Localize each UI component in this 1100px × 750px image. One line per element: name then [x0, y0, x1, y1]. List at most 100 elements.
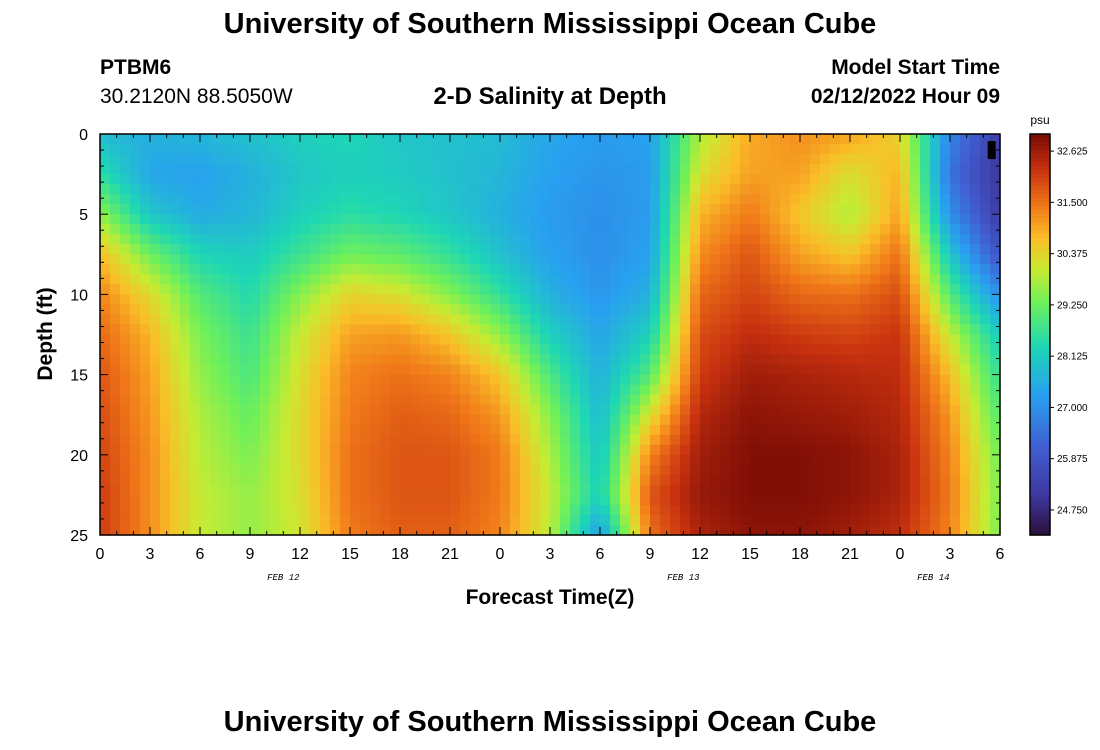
heatmap-cell	[940, 444, 951, 456]
heatmap-cell	[700, 224, 711, 235]
heatmap-cell	[870, 214, 881, 225]
heatmap-cell	[160, 234, 171, 245]
heatmap-cell	[740, 524, 751, 536]
heatmap-cell	[850, 414, 861, 426]
heatmap-cell	[980, 284, 991, 296]
heatmap-cell	[220, 144, 231, 155]
heatmap-cell	[770, 354, 781, 366]
heatmap-cell	[870, 284, 881, 296]
heatmap-cell	[520, 364, 531, 376]
heatmap-cell	[330, 494, 341, 506]
heatmap-cell	[670, 284, 681, 296]
heatmap-cell	[680, 164, 691, 175]
heatmap-cell	[450, 274, 461, 285]
heatmap-cell	[100, 284, 111, 296]
heatmap-cell	[810, 244, 821, 255]
heatmap-cell	[650, 174, 661, 185]
heatmap-cell	[630, 314, 641, 326]
heatmap-cell	[300, 204, 311, 215]
heatmap-cell	[470, 424, 481, 436]
heatmap-cell	[860, 494, 871, 506]
heatmap-cell	[710, 524, 721, 536]
heatmap-cell	[240, 354, 251, 366]
heatmap-cell	[940, 484, 951, 496]
heatmap-cell	[500, 274, 511, 285]
heatmap-cell	[980, 444, 991, 456]
heatmap-cell	[630, 284, 641, 296]
heatmap-cell	[340, 224, 351, 235]
heatmap-cell	[940, 324, 951, 336]
heatmap-cell	[840, 274, 851, 285]
heatmap-cell	[300, 504, 311, 516]
heatmap-cell	[430, 294, 441, 306]
heatmap-cell	[770, 254, 781, 265]
heatmap-cell	[680, 384, 691, 396]
heatmap-cell	[630, 144, 641, 155]
heatmap-cell	[440, 334, 451, 346]
heatmap-cell	[100, 214, 111, 225]
heatmap-cell	[390, 184, 401, 195]
heatmap-cell	[760, 174, 771, 185]
heatmap-cell	[340, 194, 351, 205]
colorbar-swatch	[1030, 374, 1050, 380]
heatmap-cell	[510, 284, 521, 296]
heatmap-cell	[880, 334, 891, 346]
colorbar-swatch	[1030, 330, 1050, 336]
heatmap-cell	[820, 274, 831, 285]
heatmap-cell	[590, 354, 601, 366]
heatmap-cell	[540, 444, 551, 456]
heatmap-cell	[630, 494, 641, 506]
heatmap-cell	[310, 224, 321, 235]
heatmap-cell	[640, 134, 651, 145]
heatmap-cell	[580, 164, 591, 175]
heatmap-cell	[190, 374, 201, 386]
heatmap-cell	[720, 184, 731, 195]
heatmap-cell	[520, 464, 531, 476]
heatmap-cell	[230, 204, 241, 215]
heatmap-cell	[730, 174, 741, 185]
heatmap-cell	[840, 184, 851, 195]
heatmap-cell	[160, 304, 171, 316]
heatmap-cell	[280, 254, 291, 265]
heatmap-cell	[120, 174, 131, 185]
heatmap-cell	[370, 344, 381, 356]
heatmap-cell	[720, 164, 731, 175]
heatmap-cell	[460, 204, 471, 215]
heatmap-cell	[450, 444, 461, 456]
heatmap-cell	[190, 344, 201, 356]
heatmap-cell	[180, 204, 191, 215]
heatmap-cell	[970, 524, 981, 536]
heatmap-cell	[530, 324, 541, 336]
colorbar-swatch	[1030, 246, 1050, 251]
heatmap-cell	[260, 414, 271, 426]
heatmap-cell	[950, 334, 961, 346]
heatmap-cell	[580, 484, 591, 496]
heatmap-cell	[360, 484, 371, 496]
heatmap-cell	[180, 184, 191, 195]
heatmap-cell	[330, 184, 341, 195]
heatmap-cell	[370, 134, 381, 145]
heatmap-cell	[710, 134, 721, 145]
heatmap-cell	[820, 324, 831, 336]
heatmap-cell	[590, 474, 601, 486]
heatmap-cell	[490, 174, 501, 185]
heatmap-cell	[300, 154, 311, 165]
heatmap-cell	[590, 524, 601, 536]
heatmap-cell	[590, 264, 601, 275]
heatmap-cell	[760, 214, 771, 225]
heatmap-cell	[960, 194, 971, 205]
heatmap-cell	[200, 474, 211, 486]
heatmap-cell	[410, 504, 421, 516]
heatmap-cell	[690, 224, 701, 235]
heatmap-cell	[430, 244, 441, 255]
heatmap-cell	[790, 434, 801, 446]
heatmap-cell	[840, 524, 851, 536]
heatmap-cell	[310, 394, 321, 406]
heatmap-cell	[550, 424, 561, 436]
heatmap-cell	[830, 474, 841, 486]
heatmap-cell	[680, 354, 691, 366]
heatmap-cell	[910, 134, 921, 145]
heatmap-cell	[900, 264, 911, 275]
heatmap-cell	[500, 444, 511, 456]
heatmap-cell	[620, 134, 631, 145]
